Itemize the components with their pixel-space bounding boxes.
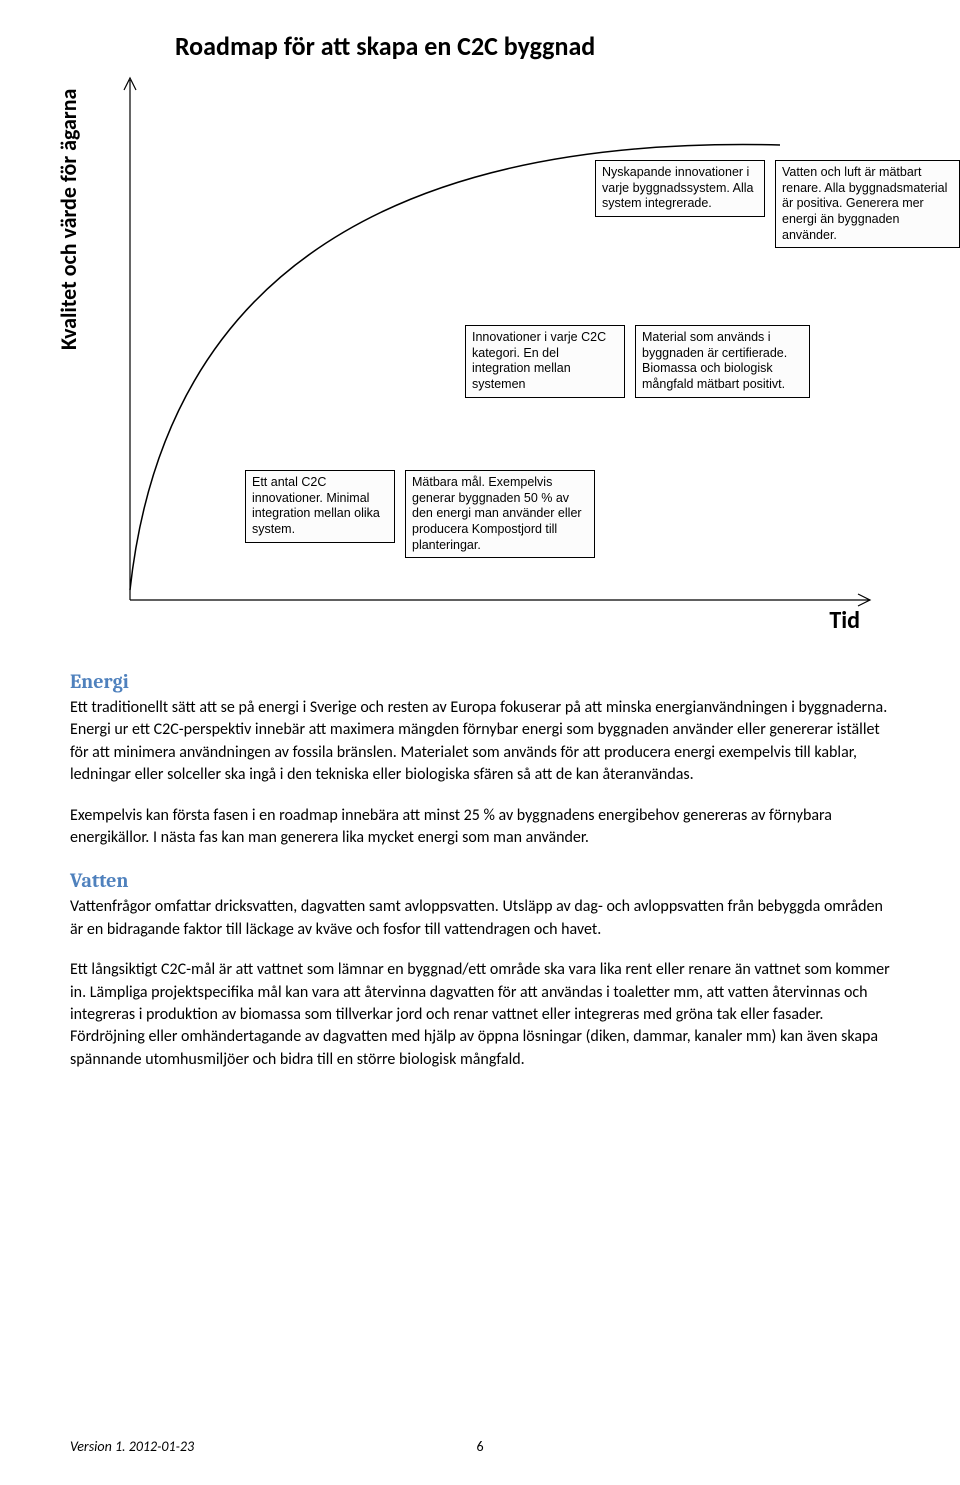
y-axis-label: Kvalitet och värde för ägarna [55, 89, 82, 350]
info-box-level2-a: Innovationer i varje C2C kategori. En de… [465, 325, 625, 398]
x-axis-label: Tid [829, 606, 860, 635]
vatten-paragraph-1: Vattenfrågor omfattar dricksvatten, dagv… [70, 896, 890, 941]
heading-vatten: Vatten [70, 869, 890, 892]
chart-title: Roadmap för att skapa en C2C byggnad [175, 30, 595, 62]
vatten-paragraph-2: Ett långsiktigt C2C-mål är att vattnet s… [70, 959, 890, 1071]
heading-energi: Energi [70, 670, 890, 693]
footer-version: Version 1. 2012-01-23 [70, 1438, 194, 1455]
footer-page-number: 6 [476, 1438, 483, 1455]
info-box-level1-a: Ett antal C2C innovationer. Minimal inte… [245, 470, 395, 543]
energi-paragraph-1: Ett traditionellt sätt att se på energi … [70, 697, 890, 787]
info-box-level3-a: Nyskapande innovationer i varje byggnads… [595, 160, 765, 217]
energi-paragraph-2: Exempelvis kan första fasen i en roadmap… [70, 805, 890, 850]
info-box-level1-b: Mätbara mål. Exempelvis generar byggnade… [405, 470, 595, 558]
info-box-level2-b: Material som används i byggnaden är cert… [635, 325, 810, 398]
info-box-level3-b: Vatten och luft är mätbart renare. Alla … [775, 160, 960, 248]
roadmap-diagram: Roadmap för att skapa en C2C byggnad Kva… [70, 30, 890, 640]
page-footer: Version 1. 2012-01-23 6 [70, 1438, 890, 1455]
